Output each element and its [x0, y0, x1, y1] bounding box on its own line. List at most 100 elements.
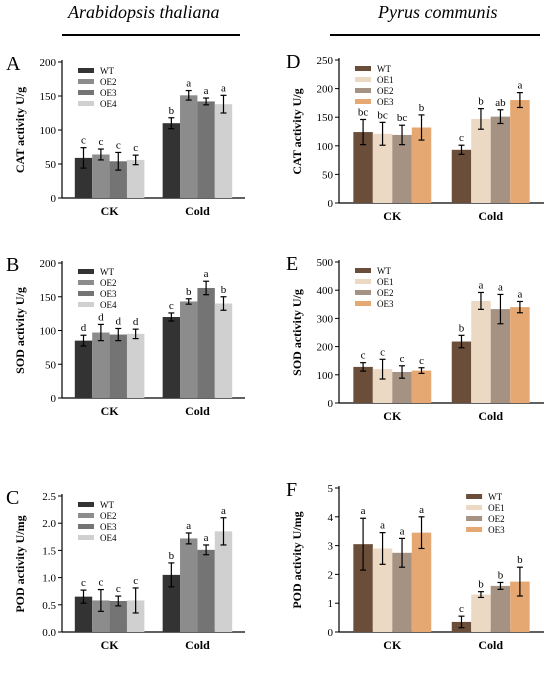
- legend-swatch: [466, 516, 483, 521]
- legend-label: WT: [377, 266, 391, 276]
- bar-wt-cold: [162, 123, 181, 198]
- legend-swatch: [78, 291, 94, 296]
- bar-wt-cold: [162, 574, 181, 632]
- significance-letter: c: [380, 346, 385, 358]
- bar-oe3-ck: [411, 127, 432, 203]
- significance-letter: c: [419, 355, 424, 367]
- y-tick-label: 100: [317, 141, 334, 153]
- legend-label: OE4: [100, 99, 117, 109]
- significance-letter: a: [498, 281, 503, 293]
- legend-label: OE3: [377, 97, 394, 107]
- x-category-label: Cold: [478, 209, 503, 223]
- bar-oe3-ck: [411, 532, 432, 632]
- bar-oe3-cold: [197, 101, 215, 198]
- bar-oe4-ck: [126, 159, 145, 198]
- bar-oe1-ck: [372, 133, 393, 203]
- legend-swatch: [78, 302, 94, 307]
- y-tick-label: 300: [317, 313, 334, 325]
- legend-label: WT: [100, 66, 114, 76]
- x-category-label: CK: [383, 409, 402, 423]
- legend-label: OE4: [100, 533, 117, 543]
- legend-label: OE2: [100, 511, 117, 521]
- bar-oe3-cold: [510, 307, 530, 403]
- bar-wt-cold: [451, 149, 472, 203]
- bar-oe3-ck: [411, 370, 432, 403]
- y-tick-label: 50: [45, 359, 57, 371]
- y-tick-label: 200: [40, 57, 57, 69]
- bar-wt-ck: [353, 544, 373, 632]
- significance-letter: a: [204, 532, 209, 544]
- y-tick-label: 1.5: [42, 545, 56, 557]
- bar-oe1-cold: [471, 118, 491, 203]
- significance-letter: c: [361, 350, 366, 362]
- bar-oe3-ck: [109, 600, 127, 632]
- y-tick-label: 150: [40, 292, 57, 304]
- bar-oe3-ck: [109, 161, 127, 198]
- significance-letter: a: [204, 85, 209, 97]
- y-tick-label: 0: [51, 193, 57, 205]
- x-category-label: CK: [101, 404, 120, 418]
- y-tick-label: 200: [317, 84, 334, 96]
- y-tick-label: 500: [317, 257, 334, 269]
- legend-swatch: [78, 280, 94, 285]
- legend-swatch: [78, 502, 94, 507]
- arabidopsis-title-rule: [62, 34, 240, 36]
- legend-label: OE2: [377, 86, 394, 96]
- significance-letter: d: [133, 316, 139, 328]
- x-category-label: CK: [383, 638, 402, 652]
- y-tick-label: 2.5: [42, 491, 56, 503]
- significance-letter: d: [98, 311, 104, 323]
- x-category-label: CK: [101, 204, 120, 218]
- y-axis-label: POD activity U/mg: [13, 515, 27, 612]
- legend-label: OE1: [377, 75, 394, 85]
- legend-label: OE3: [377, 299, 394, 309]
- significance-letter: c: [133, 142, 138, 154]
- y-tick-label: 0: [51, 393, 57, 405]
- bar-wt-cold: [162, 317, 181, 398]
- significance-letter: c: [400, 353, 405, 365]
- bar-oe2-cold: [490, 585, 511, 632]
- y-axis-label: POD activity U/mg: [290, 511, 304, 608]
- significance-letter: b: [498, 569, 504, 581]
- panel-e: E SOD activity U/g 0 100 200 300 400 500 c c c c CK b…: [286, 253, 544, 423]
- significance-letter: a: [186, 520, 191, 532]
- legend-label: OE2: [100, 77, 117, 87]
- bar-oe4-ck: [126, 600, 145, 632]
- panel-f: F POD activity U/mg 0 1 2 3 4 5 a a a a CK c b b b Cold WT…: [286, 479, 544, 652]
- bar-oe2-ck: [92, 600, 110, 632]
- legend-label: WT: [377, 64, 391, 74]
- legend-label: OE3: [100, 522, 117, 532]
- legend-label: OE2: [488, 514, 505, 524]
- significance-letter: a: [400, 525, 405, 537]
- panel-letter: E: [286, 253, 298, 275]
- pyrus-column-title: Pyrus communis: [378, 2, 498, 22]
- legend-swatch: [355, 268, 371, 273]
- y-tick-label: 2: [328, 569, 334, 581]
- significance-letter: b: [459, 322, 465, 334]
- y-axis-label: SOD activity U/g: [13, 287, 27, 374]
- y-tick-label: 50: [45, 159, 57, 171]
- y-tick-label: 0.0: [42, 627, 56, 639]
- y-axis-label: CAT activity U/g: [290, 88, 304, 174]
- y-axis-label: CAT activity U/g: [13, 87, 27, 173]
- bar-oe1-cold: [471, 594, 491, 632]
- panel-letter: F: [286, 479, 297, 501]
- significance-letter: a: [517, 80, 522, 92]
- legend-swatch: [78, 269, 94, 274]
- y-axis-label: SOD activity U/g: [290, 289, 304, 376]
- bar-wt-ck: [74, 157, 93, 198]
- panel-letter: C: [6, 487, 19, 509]
- significance-letter: b: [221, 284, 227, 296]
- significance-letter: c: [81, 135, 86, 147]
- x-category-label: Cold: [478, 638, 503, 652]
- y-tick-label: 250: [317, 55, 334, 67]
- significance-letter: a: [361, 505, 366, 517]
- x-category-label: Cold: [185, 638, 210, 652]
- y-tick-label: 100: [40, 125, 57, 137]
- legend-label: WT: [488, 492, 502, 502]
- significance-letter: a: [204, 268, 209, 280]
- significance-letter: c: [81, 577, 86, 589]
